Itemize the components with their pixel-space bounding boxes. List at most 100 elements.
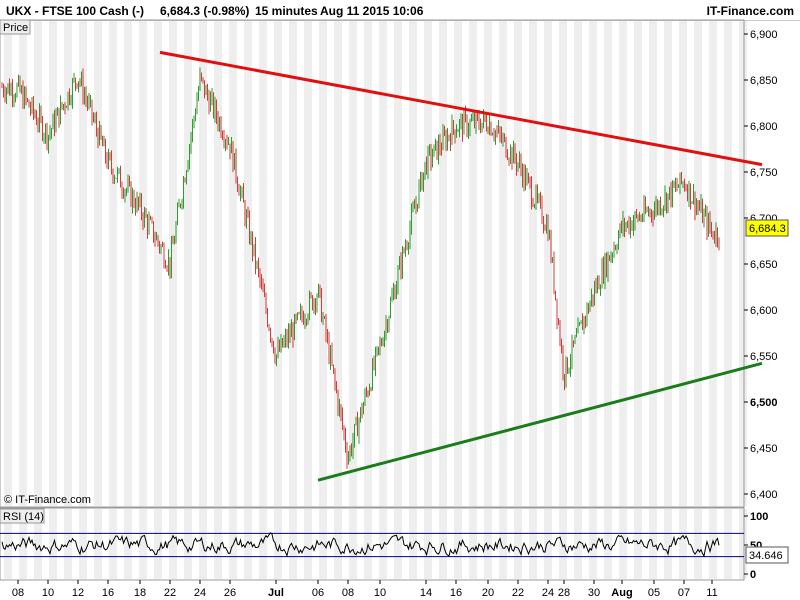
stripe (259, 509, 267, 579)
stripe (469, 509, 477, 579)
rsi-pane (0, 507, 745, 581)
x-tick-label: 18 (134, 587, 146, 599)
stripe (424, 509, 432, 579)
stripe (364, 21, 372, 506)
stripe (724, 21, 732, 506)
y-tick-label: 6,400 (750, 489, 778, 501)
candles (1, 67, 720, 469)
trendlines (159, 50, 763, 482)
stripe (139, 21, 147, 506)
stripe (559, 21, 567, 506)
stripe (394, 509, 402, 579)
x-axis: 08 10 12 16 18 22 24 26 Jul 06 08 10 14 16 20 22 24 28 30 A… (12, 580, 718, 599)
x-tick-label: 11 (706, 587, 717, 599)
y-tick-label: 6,800 (750, 121, 778, 133)
stripe (349, 509, 357, 579)
x-tick-label: 06 (312, 587, 324, 599)
price-label-box (0, 19, 31, 35)
stripe (124, 509, 132, 579)
copyright: © IT-Finance.com (4, 494, 91, 506)
rsi-value-label: 34.646 (749, 550, 783, 562)
rsi-line (1, 531, 720, 558)
stripe (634, 21, 642, 506)
x-tick-label: 08 (342, 587, 354, 599)
background-stripes (4, 21, 747, 579)
stripe (139, 509, 147, 579)
stripe (289, 509, 297, 579)
stripe (154, 21, 162, 506)
stripe (709, 509, 717, 579)
stripe (424, 21, 432, 506)
brand: IT-Finance.com (707, 4, 794, 18)
x-tick-label: 24 (194, 587, 206, 599)
rsi-tick-label: 100 (750, 511, 768, 523)
stripe (529, 21, 537, 506)
stripe (439, 21, 447, 506)
support-line (317, 361, 763, 482)
interval: 15 minutes (255, 4, 318, 18)
stripe (694, 509, 702, 579)
stripe (619, 21, 627, 506)
stripe (289, 21, 297, 506)
stripe (544, 21, 552, 506)
stripe (394, 21, 402, 506)
stripe (304, 21, 312, 506)
stripe (529, 509, 537, 579)
stripe (619, 509, 627, 579)
price-label: Price (3, 22, 28, 34)
stripe (34, 21, 42, 506)
stripe (739, 21, 747, 506)
stripe (79, 21, 87, 506)
last-price-label: 6,684.3 (749, 223, 786, 235)
stripe (679, 509, 687, 579)
y-tick-label: 6,850 (750, 75, 778, 87)
stripe (274, 21, 282, 506)
stripe (109, 509, 117, 579)
stripe (214, 509, 222, 579)
rsi-tick-label: 0 (750, 569, 756, 581)
x-tick-label: 26 (224, 587, 236, 599)
x-tick-label: 14 (420, 587, 432, 599)
stripe (319, 21, 327, 506)
rsi-label-box (0, 508, 45, 524)
stripe (34, 509, 42, 579)
stripe (484, 21, 492, 506)
stripe (409, 509, 417, 579)
stripe (274, 509, 282, 579)
datetime: Aug 11 2015 10:06 (320, 4, 424, 18)
stripe (334, 21, 342, 506)
stripe (694, 21, 702, 506)
stripe (334, 509, 342, 579)
stripe (79, 509, 87, 579)
stripe (499, 21, 507, 506)
stripe (124, 21, 132, 506)
y-tick-label: 6,900 (750, 29, 778, 41)
stripe (169, 509, 177, 579)
stripe (64, 21, 72, 506)
stripe (589, 21, 597, 506)
rsi-label: RSI (14) (3, 511, 44, 523)
rsi-value-badge (745, 546, 789, 564)
stripe (4, 21, 12, 506)
y-tick-label: 6,450 (750, 443, 778, 455)
x-tick-label: 07 (678, 587, 690, 599)
x-tick-label: 22 (164, 587, 176, 599)
stripe (649, 21, 657, 506)
stripe (664, 509, 672, 579)
stripe (184, 509, 192, 579)
stripe (49, 21, 57, 506)
stripe (19, 21, 27, 506)
y-tick-label: 6,650 (750, 259, 778, 271)
stripe (94, 509, 102, 579)
stripe (229, 21, 237, 506)
stripe (484, 509, 492, 579)
x-tick-label: 30 (588, 587, 600, 599)
stripe (379, 21, 387, 506)
x-tick-label: 22 (512, 587, 524, 599)
stripe (514, 21, 522, 506)
stripe (454, 21, 462, 506)
stripe (214, 21, 222, 506)
stripe (109, 21, 117, 506)
stripe (544, 509, 552, 579)
